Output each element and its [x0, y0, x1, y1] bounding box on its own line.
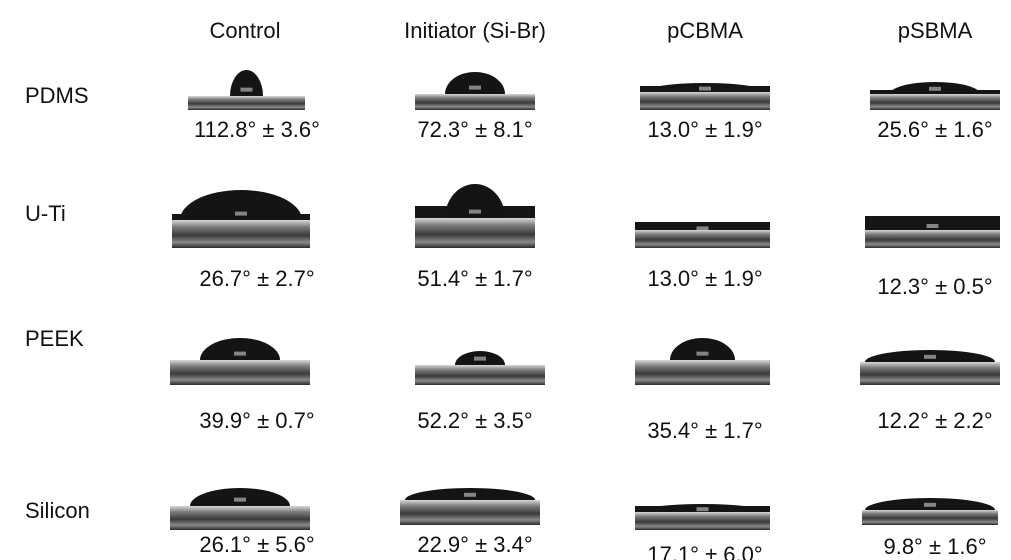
droplet-reflection: [924, 503, 936, 507]
contact-angle: 35.4° ± 1.7°: [647, 418, 762, 443]
droplet: [190, 488, 290, 506]
column-header: Control: [210, 18, 281, 43]
contact-angle: 72.3° ± 8.1°: [417, 117, 532, 142]
contact-angle: 51.4° ± 1.7°: [417, 266, 532, 291]
substrate: [400, 500, 540, 525]
droplet-reflection: [469, 210, 481, 214]
droplet-reflection: [929, 87, 941, 91]
droplet: [670, 338, 735, 360]
substrate: [860, 362, 1000, 385]
contact-angle: 26.7° ± 2.7°: [199, 266, 314, 291]
column-header: pCBMA: [667, 18, 743, 43]
contact-angle: 22.9° ± 3.4°: [417, 532, 532, 557]
droplet-reflection: [927, 224, 939, 228]
droplet-reflection: [234, 352, 246, 356]
row-label: U-Ti: [25, 201, 66, 226]
substrate: [862, 510, 998, 525]
contact-angle: 13.0° ± 1.9°: [647, 266, 762, 291]
substrate: [170, 360, 310, 385]
substrate: [635, 360, 770, 385]
row-label: PEEK: [25, 326, 84, 351]
substrate: [415, 365, 545, 385]
substrate: [635, 512, 770, 530]
droplet-reflection: [697, 226, 709, 230]
contact-angle: 12.2° ± 2.2°: [877, 408, 992, 433]
droplet-reflection: [697, 352, 709, 356]
substrate: [640, 92, 770, 110]
droplet-reflection: [474, 357, 486, 361]
substrate: [172, 220, 310, 248]
substrate: [865, 230, 1000, 248]
substrate: [635, 230, 770, 248]
substrate: [188, 96, 305, 110]
substrate: [170, 506, 310, 530]
droplet-reflection: [464, 493, 476, 497]
droplet-reflection: [234, 498, 246, 502]
contact-angle: 13.0° ± 1.9°: [647, 117, 762, 142]
row-label: PDMS: [25, 83, 89, 108]
droplet-reflection: [699, 87, 711, 91]
contact-angle: 9.8° ± 1.6°: [883, 534, 986, 559]
contact-angle: 17.1° ± 6.0°: [647, 542, 762, 560]
substrate: [870, 94, 1000, 110]
droplet-reflection: [235, 212, 247, 216]
substrate: [415, 218, 535, 248]
droplet: [200, 338, 280, 360]
row-label: Silicon: [25, 498, 90, 523]
column-header: pSBMA: [898, 18, 973, 43]
droplet-reflection: [924, 355, 936, 359]
contact-angle: 25.6° ± 1.6°: [877, 117, 992, 142]
droplet: [445, 72, 505, 94]
contact-angle: 112.8° ± 3.6°: [194, 117, 320, 142]
substrate: [415, 94, 535, 110]
contact-angle: 52.2° ± 3.5°: [417, 408, 532, 433]
droplet-reflection: [469, 86, 481, 90]
droplet-reflection: [697, 507, 709, 511]
contact-angle: 12.3° ± 0.5°: [877, 274, 992, 299]
column-header: Initiator (Si-Br): [404, 18, 546, 43]
droplet-reflection: [241, 88, 253, 92]
contact-angle: 39.9° ± 0.7°: [199, 408, 314, 433]
droplet: [230, 70, 263, 96]
figure: Control Initiator (Si-Br) pCBMA pSBMA PDMS 11…: [0, 0, 1011, 560]
contact-angle: 26.1° ± 5.6°: [199, 532, 314, 557]
